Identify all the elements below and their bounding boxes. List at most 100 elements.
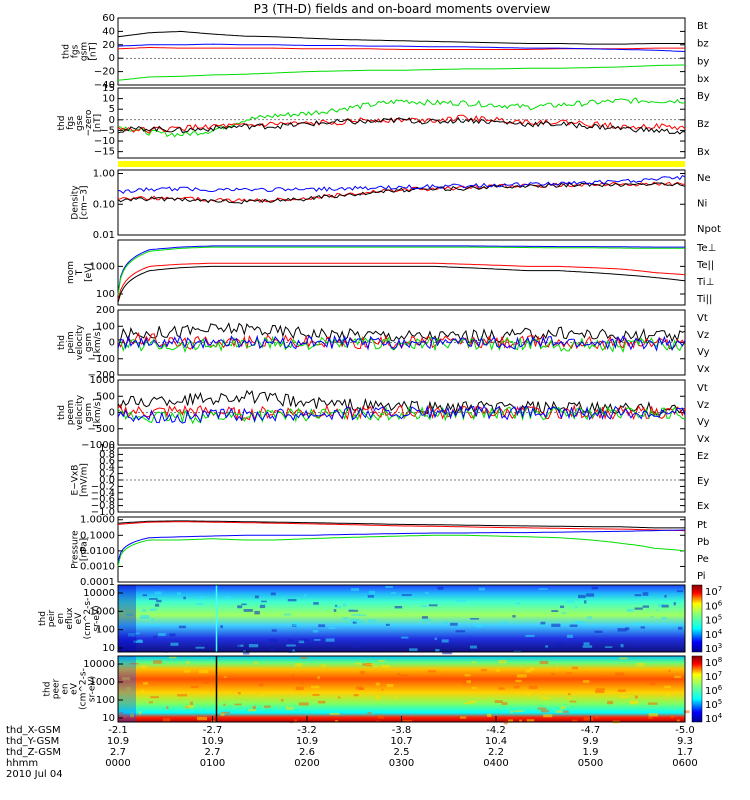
spectrogram-texture: [317, 700, 326, 704]
ytick-label: 5: [109, 104, 115, 115]
spectrogram-texture: [375, 695, 380, 698]
spectrogram-texture: [421, 619, 431, 622]
panel-fgs_gsm: thd fgs gsm [nT] 60 40 20 0 −20 −40 Bt bz by bx: [62, 13, 710, 91]
spectrogram-texture: [594, 630, 603, 633]
spectrogram-texture: [640, 626, 645, 629]
spectrogram-texture: [185, 704, 194, 709]
spectrogram-texture: [270, 648, 275, 651]
spectrogram-texture: [140, 614, 150, 619]
legend-label: bx: [697, 74, 709, 85]
series-fgs_gsm-0: [117, 30, 685, 45]
series-pressure-3: [117, 529, 685, 562]
ytick-label: 20: [102, 40, 115, 51]
spectrogram-texture: [207, 645, 216, 648]
ytick-label: 100: [96, 625, 115, 636]
spectrogram-texture: [334, 604, 338, 607]
spectrogram-texture: [375, 697, 381, 700]
spectrogram-texture: [190, 685, 199, 689]
spectrogram-texture: [401, 636, 409, 639]
ylabel-line: velocity: [75, 324, 85, 360]
spectrogram-texture: [292, 622, 300, 626]
spectrogram-texture: [515, 602, 520, 605]
spectrogram-texture: [410, 644, 414, 648]
spectrogram-texture: [130, 712, 134, 716]
series-fgs_gse_zero-0: [117, 97, 686, 138]
spectrogram-texture: [254, 595, 259, 599]
time-row-label: thd_X-GSM: [6, 725, 61, 736]
ylabel-line: sr-eV): [88, 676, 98, 702]
colorbar-peir_spec: [691, 584, 703, 653]
time-row-value: -2.1: [108, 725, 128, 736]
spectrogram-texture: [539, 660, 549, 665]
panel-efield: E−VxB [mV/m]1.00.80.60.40.20.0−0.2−0.4−0.…: [71, 443, 710, 518]
spectrogram-texture: [286, 707, 294, 710]
spectrogram-texture: [565, 600, 574, 603]
ylabel-line: mom: [66, 261, 76, 284]
spectrogram-texture: [578, 594, 586, 599]
spectrogram-texture: [525, 669, 532, 673]
spectrogram-texture: [162, 717, 171, 722]
spectrogram-texture: [634, 622, 643, 625]
spectrogram-texture: [466, 680, 471, 684]
time-row-value: -4.7: [581, 725, 601, 736]
spectrogram-texture: [342, 617, 349, 620]
time-row-value: 2.5: [394, 747, 410, 758]
spectrogram-texture: [380, 665, 390, 668]
ytick-label: −100: [88, 354, 115, 365]
spectrogram-texture: [649, 682, 656, 686]
spectrogram-texture: [298, 702, 309, 706]
spectrogram-texture: [507, 719, 513, 723]
ylabel-line: thd: [57, 405, 67, 420]
legend-label: bz: [697, 39, 709, 50]
spectrogram-texture: [574, 620, 584, 625]
spectrogram-texture: [295, 686, 304, 691]
spectrogram-texture: [582, 680, 590, 683]
spectrogram-texture: [571, 719, 578, 722]
ytick-label: 200: [96, 305, 115, 316]
spectrogram-texture: [352, 621, 357, 624]
spectrogram-texture: [288, 649, 292, 653]
spectrogram-texture: [237, 692, 241, 695]
legend-label: Bt: [697, 21, 708, 32]
spectrogram-texture: [551, 610, 559, 613]
ylabel-peir_spec: thd peir en eflux eV (cm^2-s-sr-eV): [38, 598, 102, 640]
ytick-label: 15: [102, 83, 115, 94]
spectrogram-texture: [237, 643, 241, 648]
spectrogram-texture: [583, 642, 590, 646]
spectrogram-texture: [512, 615, 516, 618]
ytick-label: 1000: [90, 677, 115, 688]
spectrogram-texture: [329, 712, 340, 715]
time-row-value: 0000: [105, 758, 130, 769]
panel-frame: [117, 584, 686, 653]
ytick-label: 10: [102, 94, 115, 105]
spectrogram-texture: [367, 595, 375, 598]
legend-label: Ez: [697, 451, 709, 462]
spectrogram-texture: [551, 673, 555, 675]
time-row-value: -4.2: [486, 725, 506, 736]
spectrogram-texture: [394, 605, 403, 609]
spectrogram-texture: [287, 639, 294, 642]
spectrogram-texture: [455, 630, 466, 633]
spectrogram-texture: [355, 686, 364, 690]
spectrogram-texture: [349, 618, 360, 621]
spectrogram-texture: [294, 663, 303, 667]
time-row-value: 0600: [672, 758, 697, 769]
ylabel-line: Pressure: [71, 530, 81, 569]
spectrogram-texture: [400, 674, 409, 677]
ytick-label: 100: [96, 695, 115, 706]
ylabel-density: Density [cm−3]: [71, 185, 90, 220]
spectrogram-texture: [656, 609, 659, 612]
spectrogram-texture: [135, 632, 140, 635]
ylabel-line: T: [75, 269, 85, 276]
legend-label: Te||: [696, 260, 714, 271]
spectrogram-texture: [636, 662, 645, 666]
spectrogram-texture: [526, 692, 531, 696]
spectrogram-texture: [569, 700, 577, 703]
spectrogram-texture: [595, 690, 605, 694]
spectrogram-texture: [248, 644, 259, 648]
spectrogram-edge: [118, 585, 136, 652]
spectrogram-texture: [223, 676, 227, 678]
spectrogram-texture: [298, 639, 305, 644]
legend-label: Vt: [697, 313, 708, 324]
ytick-label: −0.6: [91, 494, 115, 505]
